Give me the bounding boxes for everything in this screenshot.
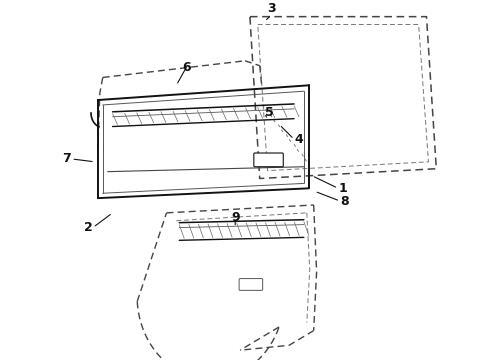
Text: 4: 4	[294, 133, 303, 146]
Text: 1: 1	[338, 182, 347, 195]
Text: 7: 7	[63, 152, 72, 165]
FancyBboxPatch shape	[239, 279, 263, 291]
Text: 3: 3	[267, 2, 276, 15]
Text: 5: 5	[265, 106, 273, 119]
Text: 9: 9	[231, 211, 240, 224]
Text: 2: 2	[84, 221, 93, 234]
FancyBboxPatch shape	[254, 153, 283, 167]
Text: 8: 8	[340, 194, 349, 208]
Text: 6: 6	[182, 61, 191, 74]
